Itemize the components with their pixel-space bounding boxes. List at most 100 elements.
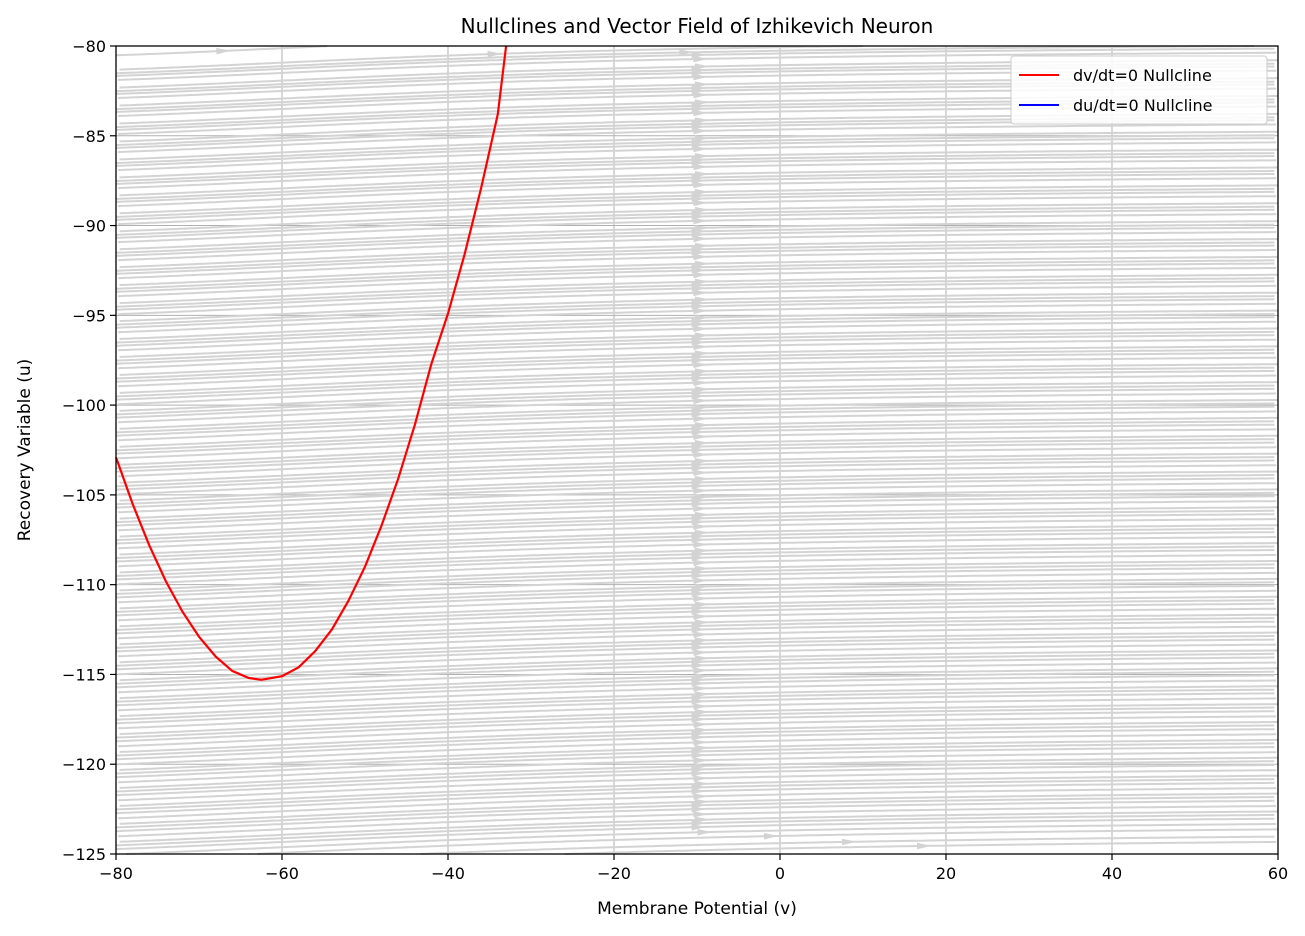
streamline-arrow bbox=[763, 833, 779, 840]
x-tick-label: 60 bbox=[1268, 864, 1288, 883]
streamline-arrow bbox=[693, 73, 708, 81]
streamline-arrow bbox=[694, 368, 710, 375]
streamline-arrow bbox=[691, 644, 706, 651]
x-tick-label: 40 bbox=[1102, 864, 1122, 883]
streamline-arrow bbox=[693, 595, 708, 602]
x-axis-label: Membrane Potential (v) bbox=[597, 899, 797, 919]
streamline-arrow bbox=[691, 446, 706, 454]
streamline-arrow bbox=[841, 838, 857, 846]
streamline-arrow bbox=[694, 386, 710, 393]
streamline-arrow bbox=[691, 572, 706, 580]
streamline-arrow bbox=[694, 332, 710, 339]
streamline-arrow bbox=[694, 493, 710, 501]
series-line-0 bbox=[114, 45, 508, 681]
streamline-arrow bbox=[693, 487, 708, 495]
streamline-arrow bbox=[693, 307, 708, 315]
streamline-arrow bbox=[694, 816, 710, 824]
streamline-arrow bbox=[693, 523, 708, 530]
streamline-arrow bbox=[694, 475, 710, 483]
streamline-arrow bbox=[693, 163, 708, 171]
legend-label-du-nullcline: du/dt=0 Nullcline bbox=[1073, 96, 1212, 115]
streamline-arrow bbox=[694, 170, 710, 178]
streamline-arrow bbox=[693, 199, 708, 207]
streamline-arrow bbox=[693, 145, 708, 153]
streamline-arrow bbox=[694, 404, 710, 411]
streamline-arrow bbox=[694, 224, 710, 232]
streamline-arrow bbox=[694, 601, 710, 608]
streamline-arrow bbox=[691, 788, 706, 795]
streamline-arrow bbox=[693, 253, 708, 261]
streamline-arrow bbox=[691, 662, 706, 669]
tick-layer: −80 −60 −40 −20 0 20 40 60 −125 −120 −115 −110 −105 −… bbox=[62, 37, 1288, 883]
streamline-arrow bbox=[693, 325, 708, 333]
streamline-arrow bbox=[694, 242, 710, 250]
streamline-arrow bbox=[693, 793, 708, 800]
streamline-arrow bbox=[691, 410, 706, 418]
streamline-arrow bbox=[691, 590, 706, 598]
streamline-arrow bbox=[693, 379, 708, 387]
streamline-arrow bbox=[693, 181, 708, 189]
streamline-arrow bbox=[694, 457, 710, 465]
streamline-arrow bbox=[693, 721, 708, 728]
streamline-arrow bbox=[693, 361, 708, 369]
streamline-arrow bbox=[693, 505, 708, 512]
streamline-arrow bbox=[694, 117, 710, 124]
streamline-arrow bbox=[694, 135, 710, 142]
streamline-arrow bbox=[694, 762, 710, 770]
streamline-arrow bbox=[693, 397, 708, 405]
y-tick-label: −105 bbox=[62, 486, 106, 505]
y-tick-label: −80 bbox=[72, 37, 106, 56]
y-tick-label: −125 bbox=[62, 845, 106, 864]
streamline-arrow bbox=[691, 428, 706, 436]
streamline-arrow bbox=[694, 439, 710, 447]
streamline-arrow bbox=[694, 63, 710, 70]
streamline-arrow bbox=[693, 469, 708, 477]
streamline-arrow bbox=[694, 81, 710, 88]
streamline-arrow bbox=[691, 554, 706, 562]
streamline-arrow bbox=[487, 50, 503, 58]
streamline-arrow bbox=[693, 577, 708, 584]
streamline-arrow bbox=[691, 698, 706, 705]
streamline-arrow bbox=[693, 811, 708, 818]
streamline-arrow bbox=[693, 667, 708, 674]
streamline-arrow bbox=[694, 547, 710, 555]
streamline-arrow bbox=[679, 49, 694, 56]
streamline-arrow bbox=[691, 608, 706, 615]
x-tick-label: 20 bbox=[936, 864, 956, 883]
streamline-arrow bbox=[694, 565, 710, 573]
streamline-arrow bbox=[693, 109, 708, 117]
streamline-arrow bbox=[694, 153, 710, 160]
streamline-arrow bbox=[694, 350, 710, 357]
streamline-arrow bbox=[694, 260, 710, 268]
legend: dv/dt=0 Nullcline du/dt=0 Nullcline bbox=[1010, 55, 1268, 125]
streamline-arrow bbox=[691, 500, 706, 508]
streamline-arrow bbox=[694, 780, 710, 788]
streamline-arrow bbox=[694, 511, 710, 519]
streamline-arrow bbox=[694, 726, 710, 734]
y-tick-label: −120 bbox=[62, 755, 106, 774]
streamline-arrow bbox=[693, 235, 708, 243]
streamline-arrow bbox=[693, 541, 708, 548]
streamline-arrow bbox=[693, 775, 708, 782]
streamline-arrow bbox=[693, 271, 708, 279]
chart-title: Nullclines and Vector Field of Izhikevic… bbox=[461, 14, 934, 38]
streamline-arrow bbox=[694, 278, 710, 286]
streamline-arrow bbox=[694, 655, 710, 662]
streamline-arrow bbox=[693, 613, 708, 620]
streamline-arrow bbox=[697, 829, 712, 836]
x-tick-label: −20 bbox=[597, 864, 631, 883]
streamline-arrow bbox=[691, 716, 706, 723]
y-tick-label: −95 bbox=[72, 306, 106, 325]
streamline-arrow bbox=[691, 680, 706, 687]
streamline-arrow bbox=[691, 752, 706, 759]
streamline-arrow bbox=[694, 206, 710, 214]
plot-frame bbox=[115, 45, 1279, 855]
streamline-arrow bbox=[691, 482, 706, 490]
streamline-arrow bbox=[693, 127, 708, 135]
streamline-arrow bbox=[691, 536, 706, 544]
streamline-arrow bbox=[693, 757, 708, 764]
streamline-arrow bbox=[691, 734, 706, 741]
streamline-arrow bbox=[691, 805, 706, 813]
streamline-arrow bbox=[693, 685, 708, 692]
